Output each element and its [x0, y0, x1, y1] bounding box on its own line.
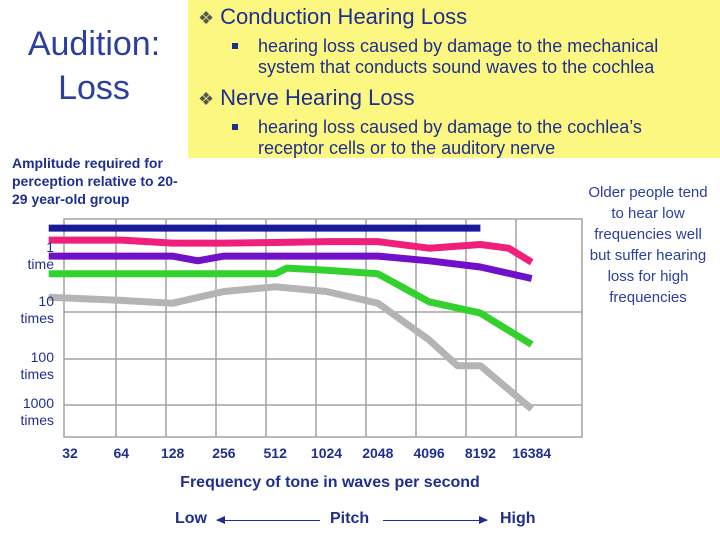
term-label: Nerve Hearing Loss [220, 85, 415, 110]
y-tick-label-10: 10 times [21, 293, 55, 326]
definition-text: hearing loss caused by damage to the coc… [258, 117, 642, 158]
definition-term-conduction: ❖ Conduction Hearing Loss [198, 4, 467, 30]
definition-text-conduction: hearing loss caused by damage to the mec… [232, 36, 708, 78]
definitions-box [188, 0, 720, 158]
square-bullet-icon [232, 43, 238, 49]
x-tick-label-256: 256 [212, 445, 236, 461]
definition-text: hearing loss caused by damage to the mec… [258, 36, 659, 77]
y-tick-label-1000: 1000 times [21, 395, 55, 428]
slide-title: Audition: Loss [14, 22, 174, 110]
diamond-bullet-icon: ❖ [198, 8, 215, 28]
y-tick-label-100: 100 times [21, 349, 55, 382]
pitch-label: Pitch [330, 510, 370, 527]
arrow-left-icon [216, 516, 320, 524]
x-tick-label-64: 64 [114, 445, 130, 461]
x-tick-label-16384: 16384 [512, 445, 551, 461]
x-tick-label-4096: 4096 [414, 445, 445, 461]
slide-title-line2: Loss [58, 69, 130, 107]
x-tick-label-128: 128 [161, 445, 185, 461]
plot-area-frame [63, 218, 583, 438]
series-line-green [48, 264, 534, 348]
definition-text-nerve: hearing loss caused by damage to the coc… [232, 117, 708, 159]
slide-title-line1: Audition: [27, 25, 161, 63]
pitch-low-label: Low [175, 510, 207, 527]
x-axis-title: Frequency of tone in waves per second [180, 474, 480, 491]
square-bullet-icon [232, 124, 238, 130]
series-line-pink [48, 236, 534, 266]
pitch-high-label: High [500, 510, 536, 527]
arrow-right-icon [383, 516, 488, 524]
diamond-bullet-icon: ❖ [198, 89, 215, 109]
x-tick-label-8192: 8192 [465, 445, 496, 461]
x-tick-label-2048: 2048 [362, 445, 393, 461]
y-tick-label-1: 1 time [28, 239, 55, 272]
term-label: Conduction Hearing Loss [220, 4, 468, 29]
x-tick-label-32: 32 [62, 445, 78, 461]
x-tick-label-1024: 1024 [311, 445, 342, 461]
series-line-purple [48, 252, 533, 282]
y-axis-title: Amplitude required for perception relati… [12, 155, 178, 207]
note-text: Older people tend to hear low frequencie… [588, 184, 708, 306]
definition-term-nerve: ❖ Nerve Hearing Loss [198, 85, 415, 111]
series-line-gray [48, 283, 534, 412]
x-tick-label-512: 512 [264, 445, 288, 461]
